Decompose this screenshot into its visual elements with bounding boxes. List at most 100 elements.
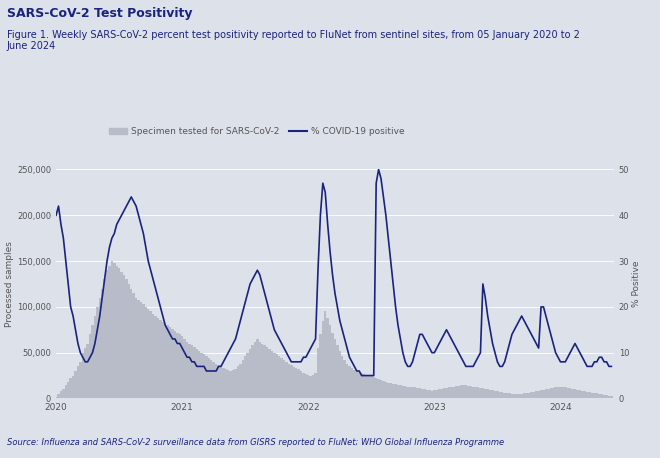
Bar (62, 389, 65, 398)
Bar (319, 334, 321, 398)
Bar (215, 364, 217, 398)
Bar (379, 380, 382, 398)
Bar (605, 395, 608, 398)
Bar (523, 393, 525, 398)
Bar (72, 376, 75, 398)
Bar (142, 304, 145, 398)
Bar (147, 309, 149, 398)
Bar (358, 372, 360, 398)
Bar (77, 366, 79, 398)
Bar (266, 347, 268, 398)
Bar (515, 394, 518, 398)
Bar (98, 298, 101, 398)
Bar (363, 374, 365, 398)
Bar (564, 387, 566, 398)
Bar (608, 396, 610, 398)
Bar (317, 348, 319, 398)
Bar (67, 382, 69, 398)
Bar (385, 382, 387, 398)
Bar (552, 388, 554, 398)
Bar (382, 381, 385, 398)
Bar (411, 387, 414, 398)
Bar (321, 321, 324, 398)
Bar (300, 371, 302, 398)
Bar (217, 365, 220, 398)
Bar (108, 266, 111, 398)
Bar (295, 368, 298, 398)
Bar (324, 311, 327, 398)
Bar (84, 348, 86, 398)
Text: SARS-CoV-2 Test Positivity: SARS-CoV-2 Test Positivity (7, 7, 192, 20)
Bar (125, 279, 127, 398)
Bar (484, 389, 486, 398)
Bar (395, 384, 397, 398)
Bar (205, 356, 208, 398)
Bar (409, 387, 411, 398)
Bar (572, 389, 574, 398)
Bar (237, 366, 239, 398)
Bar (195, 349, 198, 398)
Bar (489, 390, 491, 398)
Bar (341, 356, 343, 398)
Bar (104, 279, 106, 398)
Bar (455, 386, 457, 398)
Bar (501, 392, 504, 398)
Bar (113, 263, 116, 398)
Bar (387, 383, 389, 398)
Bar (336, 345, 339, 398)
Bar (479, 388, 482, 398)
Bar (486, 389, 489, 398)
Bar (331, 333, 334, 398)
Bar (350, 368, 353, 398)
Bar (273, 353, 275, 398)
Bar (193, 347, 195, 398)
Bar (96, 307, 98, 398)
Bar (55, 397, 57, 398)
Bar (188, 344, 191, 398)
Bar (118, 268, 120, 398)
Bar (593, 393, 595, 398)
Bar (521, 394, 523, 398)
Bar (133, 293, 135, 398)
Bar (329, 325, 331, 398)
Bar (91, 325, 94, 398)
Bar (201, 353, 203, 398)
Bar (598, 394, 601, 398)
Bar (57, 394, 60, 398)
Bar (94, 316, 96, 398)
Bar (152, 314, 154, 398)
Bar (416, 388, 418, 398)
Bar (334, 339, 336, 398)
Bar (149, 311, 152, 398)
Bar (65, 385, 67, 398)
Bar (535, 391, 537, 398)
Bar (280, 358, 283, 398)
Bar (378, 379, 380, 398)
Bar (261, 344, 263, 398)
Bar (253, 342, 256, 398)
Bar (525, 393, 528, 398)
Bar (246, 353, 249, 398)
Bar (513, 394, 515, 398)
Bar (469, 386, 472, 398)
Bar (181, 336, 183, 398)
Bar (298, 369, 300, 398)
Bar (213, 362, 215, 398)
Bar (356, 371, 358, 398)
Text: Source: Influenza and SARS-CoV-2 surveillance data from GISRS reported to FluNet: Source: Influenza and SARS-CoV-2 surveil… (7, 437, 504, 447)
Bar (224, 369, 227, 398)
Bar (543, 390, 544, 398)
Bar (203, 354, 205, 398)
Bar (414, 387, 416, 398)
Bar (346, 364, 348, 398)
Bar (566, 388, 569, 398)
Bar (450, 387, 453, 398)
Bar (292, 367, 295, 398)
Bar (120, 272, 123, 398)
Bar (348, 366, 350, 398)
Bar (421, 389, 424, 398)
Bar (467, 386, 469, 398)
Bar (164, 323, 166, 398)
Bar (123, 275, 125, 398)
Bar (482, 388, 484, 398)
